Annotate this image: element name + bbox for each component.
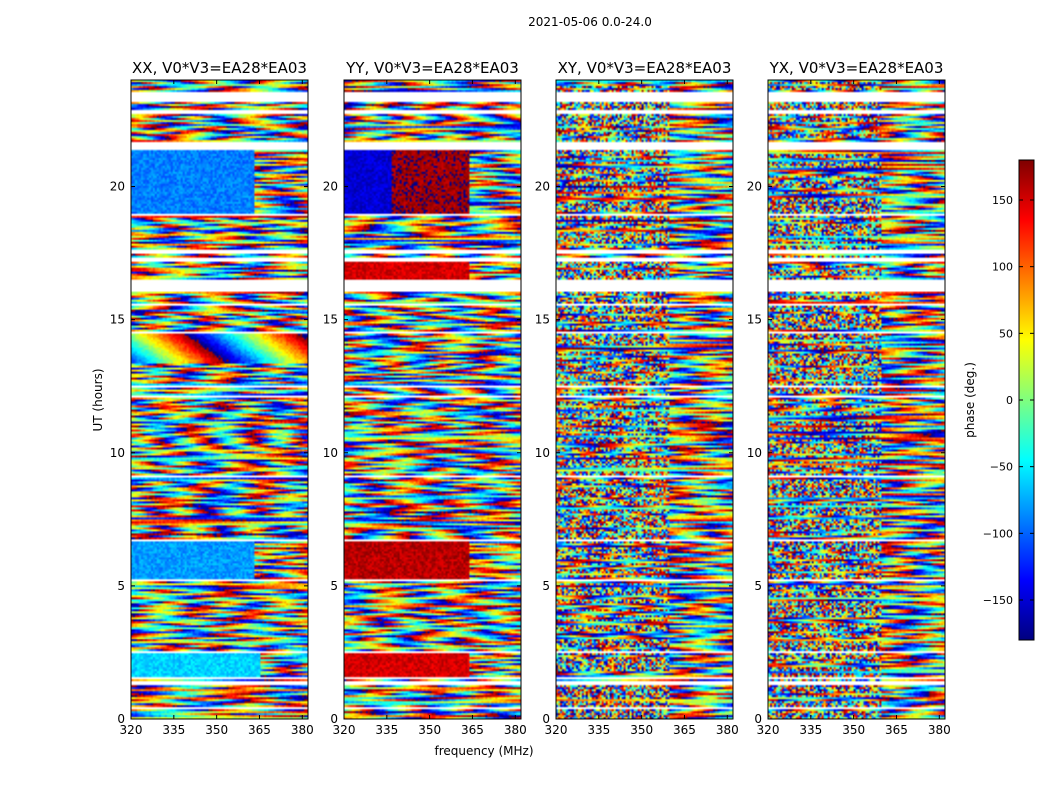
y-tick-label: 15 [747,313,762,327]
colorbar-label: phase (deg.) [963,362,977,438]
x-tick-label: 350 [205,723,228,737]
x-tick-label: 320 [120,723,143,737]
y-tick-label: 20 [323,180,338,194]
panel-yy: YY, V0*V3=EA28*EA03 320 335 350 365 380 0 5 10 15… [323,59,527,737]
x-tick-label: 320 [757,723,780,737]
heatmap-yx [768,80,945,719]
colorbar-tick-label: 0 [1006,394,1013,407]
x-tick-label: 380 [504,723,527,737]
y-tick-label: 15 [110,313,125,327]
x-tick-label: 350 [418,723,441,737]
panels: XX, V0*V3=EA28*EA03 320 335 350 365 380 0 5 10 15… [110,59,951,737]
y-tick-label: 10 [535,446,550,460]
heatmap-xx [131,80,308,719]
y-tick-label: 5 [117,579,125,593]
x-axis-label: frequency (MHz) [434,744,533,758]
x-tick-label: 365 [673,723,696,737]
x-tick-label: 380 [716,723,739,737]
y-tick-label: 0 [754,712,762,726]
x-tick-label: 380 [291,723,314,737]
x-tick-label: 350 [630,723,653,737]
y-tick-label: 0 [330,712,338,726]
y-tick-label: 0 [117,712,125,726]
x-tick-label: 380 [928,723,951,737]
y-tick-label: 5 [754,579,762,593]
colorbar-tick-label: −50 [990,461,1013,474]
colorbar-tick-label: −100 [983,527,1013,540]
panel-title: XY, V0*V3=EA28*EA03 [558,59,732,77]
colorbar-tick-label: 100 [992,261,1013,274]
y-tick-label: 5 [542,579,550,593]
panel-title: YX, V0*V3=EA28*EA03 [769,59,944,77]
x-tick-label: 365 [248,723,271,737]
heatmap-xy [556,80,733,719]
x-tick-label: 365 [461,723,484,737]
plot-frame [130,79,309,720]
x-tick-label: 335 [162,723,185,737]
figure-title: 2021-05-06 0.0-24.0 [528,15,652,29]
y-axis-label: UT (hours) [91,368,105,431]
x-tick-label: 335 [799,723,822,737]
plot-frame [767,79,946,720]
colorbar-tick-label: 150 [992,194,1013,207]
y-tick-label: 20 [110,180,125,194]
y-tick-label: 5 [330,579,338,593]
y-tick-label: 20 [535,180,550,194]
x-tick-label: 335 [375,723,398,737]
colorbar-tick-label: 50 [999,327,1013,340]
y-tick-label: 10 [747,446,762,460]
y-tick-label: 10 [110,446,125,460]
plot-frame [343,79,522,720]
x-tick-label: 320 [333,723,356,737]
y-tick-label: 0 [542,712,550,726]
x-tick-label: 350 [842,723,865,737]
panel-xy: XY, V0*V3=EA28*EA03 320 335 350 365 380 0 5 10 15… [535,59,739,737]
y-tick-label: 10 [323,446,338,460]
heatmap-yy [344,80,521,719]
panel-yx: YX, V0*V3=EA28*EA03 320 335 350 365 380 0 5 10 15… [747,59,951,737]
plot-frame [555,79,734,720]
panel-xx: XX, V0*V3=EA28*EA03 320 335 350 365 380 0 5 10 15… [110,59,314,737]
x-tick-label: 320 [545,723,568,737]
x-tick-label: 365 [885,723,908,737]
y-tick-label: 15 [535,313,550,327]
y-tick-label: 20 [747,180,762,194]
colorbar-tick-label: −150 [983,594,1013,607]
panel-title: XX, V0*V3=EA28*EA03 [132,59,307,77]
colorbar: 150 100 50 0 −50 −100 −150 [983,159,1035,641]
y-tick-label: 15 [323,313,338,327]
x-tick-label: 335 [587,723,610,737]
panel-title: YY, V0*V3=EA28*EA03 [345,59,519,77]
